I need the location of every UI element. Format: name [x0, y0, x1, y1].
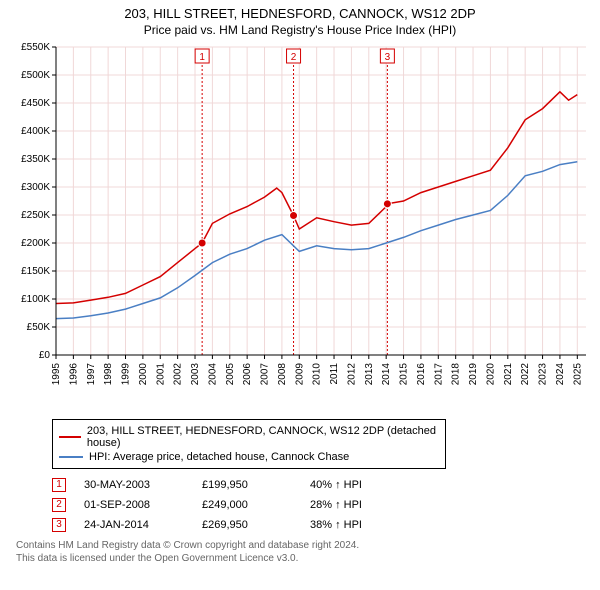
svg-text:2001: 2001: [155, 362, 166, 385]
svg-text:2022: 2022: [520, 362, 531, 385]
chart-container: 203, HILL STREET, HEDNESFORD, CANNOCK, W…: [0, 0, 600, 573]
svg-text:1: 1: [199, 52, 205, 63]
event-row: 2 01-SEP-2008 £249,000 28% ↑ HPI: [52, 495, 590, 515]
footer-line2: This data is licensed under the Open Gov…: [16, 552, 590, 565]
svg-text:£250K: £250K: [21, 210, 50, 221]
event-pct: 38% ↑ HPI: [310, 519, 410, 531]
svg-text:2008: 2008: [277, 362, 288, 385]
event-row: 3 24-JAN-2014 £269,950 38% ↑ HPI: [52, 515, 590, 535]
svg-text:2023: 2023: [538, 362, 549, 385]
svg-text:2014: 2014: [381, 362, 392, 385]
svg-text:£500K: £500K: [21, 70, 50, 81]
event-list: 1 30-MAY-2003 £199,950 40% ↑ HPI 2 01-SEP-200…: [52, 475, 590, 535]
legend: 203, HILL STREET, HEDNESFORD, CANNOCK, W…: [52, 419, 446, 469]
svg-text:2011: 2011: [329, 362, 340, 384]
svg-text:2005: 2005: [225, 362, 236, 385]
svg-text:£350K: £350K: [21, 154, 50, 165]
event-pct: 40% ↑ HPI: [310, 479, 410, 491]
svg-text:£100K: £100K: [21, 294, 50, 305]
svg-text:2009: 2009: [294, 362, 305, 385]
event-price: £249,000: [202, 499, 292, 511]
chart-svg: 1 2 3 £0 £50K £100K £150K £200K £250K £300K £350K £…: [8, 43, 592, 413]
svg-text:£200K: £200K: [21, 238, 50, 249]
legend-swatch: [59, 436, 81, 438]
svg-text:£0: £0: [39, 350, 51, 361]
event-row: 1 30-MAY-2003 £199,950 40% ↑ HPI: [52, 475, 590, 495]
svg-text:2017: 2017: [433, 362, 444, 385]
chart-subtitle: Price paid vs. HM Land Registry's House …: [8, 23, 592, 37]
event-date: 24-JAN-2014: [84, 519, 184, 531]
svg-text:2007: 2007: [260, 362, 271, 385]
svg-text:2024: 2024: [555, 362, 566, 385]
svg-text:2000: 2000: [138, 362, 149, 385]
legend-swatch: [59, 456, 83, 458]
svg-text:£400K: £400K: [21, 126, 50, 137]
svg-text:2003: 2003: [190, 362, 201, 385]
svg-text:2010: 2010: [312, 362, 323, 385]
event-marker-icon: 1: [52, 478, 66, 492]
svg-text:£300K: £300K: [21, 182, 50, 193]
svg-text:2019: 2019: [468, 362, 479, 385]
svg-text:£450K: £450K: [21, 98, 50, 109]
event-price: £269,950: [202, 519, 292, 531]
event-price: £199,950: [202, 479, 292, 491]
svg-text:2006: 2006: [242, 362, 253, 385]
svg-text:1999: 1999: [121, 362, 132, 385]
svg-text:2020: 2020: [485, 362, 496, 385]
svg-text:2016: 2016: [416, 362, 427, 385]
legend-label: HPI: Average price, detached house, Cann…: [89, 451, 349, 463]
event-marker-icon: 3: [52, 518, 66, 532]
svg-text:1998: 1998: [103, 362, 114, 385]
svg-text:2025: 2025: [572, 362, 583, 385]
svg-text:2013: 2013: [364, 362, 375, 385]
event-date: 01-SEP-2008: [84, 499, 184, 511]
svg-text:2012: 2012: [346, 362, 357, 385]
svg-text:3: 3: [385, 52, 391, 63]
svg-text:£50K: £50K: [27, 322, 51, 333]
legend-label: 203, HILL STREET, HEDNESFORD, CANNOCK, W…: [87, 425, 439, 449]
svg-text:2004: 2004: [207, 362, 218, 385]
legend-item: 203, HILL STREET, HEDNESFORD, CANNOCK, W…: [59, 424, 439, 450]
svg-text:£550K: £550K: [21, 43, 50, 53]
chart-plot: 1 2 3 £0 £50K £100K £150K £200K £250K £300K £350K £…: [8, 43, 592, 413]
svg-text:2002: 2002: [173, 362, 184, 385]
svg-text:1996: 1996: [68, 362, 79, 385]
footer-line1: Contains HM Land Registry data © Crown c…: [16, 539, 590, 552]
svg-text:1995: 1995: [51, 362, 62, 385]
svg-text:2021: 2021: [503, 362, 514, 385]
event-pct: 28% ↑ HPI: [310, 499, 410, 511]
chart-title: 203, HILL STREET, HEDNESFORD, CANNOCK, W…: [8, 6, 592, 23]
footer: Contains HM Land Registry data © Crown c…: [16, 539, 590, 565]
legend-item: HPI: Average price, detached house, Cann…: [59, 450, 439, 464]
svg-text:1997: 1997: [86, 362, 97, 385]
svg-text:2015: 2015: [399, 362, 410, 385]
event-marker-icon: 2: [52, 498, 66, 512]
svg-text:2018: 2018: [451, 362, 462, 385]
event-date: 30-MAY-2003: [84, 479, 184, 491]
svg-text:£150K: £150K: [21, 266, 50, 277]
svg-text:2: 2: [291, 52, 297, 63]
